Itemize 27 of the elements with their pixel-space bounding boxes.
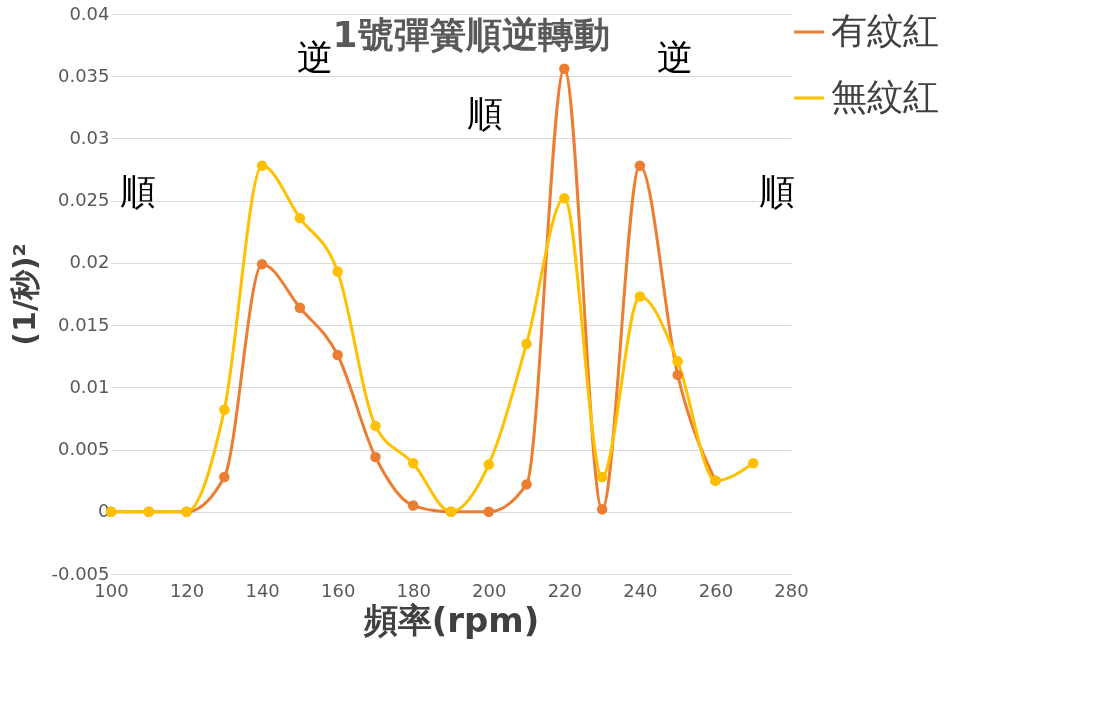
x-tick-label: 140 xyxy=(245,579,280,601)
x-tick-label: 120 xyxy=(169,579,205,601)
x-tick-label: 280 xyxy=(774,579,809,601)
y-tick-label: 0.04 xyxy=(69,2,110,24)
y-tick-label: 0.015 xyxy=(57,313,110,335)
annotation: 逆 xyxy=(657,37,694,78)
chart-title: 1號彈簧順逆轉動 xyxy=(332,14,610,55)
x-tick-label: 260 xyxy=(698,579,734,601)
x-tick-label: 180 xyxy=(396,579,431,601)
y-axis-title: (1/秒)² xyxy=(7,243,43,346)
x-axis-title: 頻率(rpm) xyxy=(362,599,540,640)
annotation: 順 xyxy=(759,171,796,213)
legend-label: 無紋紅 xyxy=(831,76,939,117)
annotation: 順 xyxy=(467,93,503,134)
y-tick-label: 0.005 xyxy=(57,438,110,460)
legend-label: 有紋紅 xyxy=(831,10,939,51)
annotation: 逆 xyxy=(297,37,333,78)
annotation: 順 xyxy=(120,171,157,213)
x-tick-label: 200 xyxy=(472,579,507,601)
y-tick-label: 0.01 xyxy=(69,375,110,397)
x-tick-label: 240 xyxy=(623,579,658,601)
y-tick-label: 0.02 xyxy=(69,251,110,273)
x-tick-label: 160 xyxy=(320,579,356,601)
x-tick-label: 220 xyxy=(547,579,583,601)
y-tick-label: 0.03 xyxy=(69,126,110,148)
y-tick-label: 0.035 xyxy=(57,64,110,86)
y-tick-label: 0.025 xyxy=(57,189,110,211)
